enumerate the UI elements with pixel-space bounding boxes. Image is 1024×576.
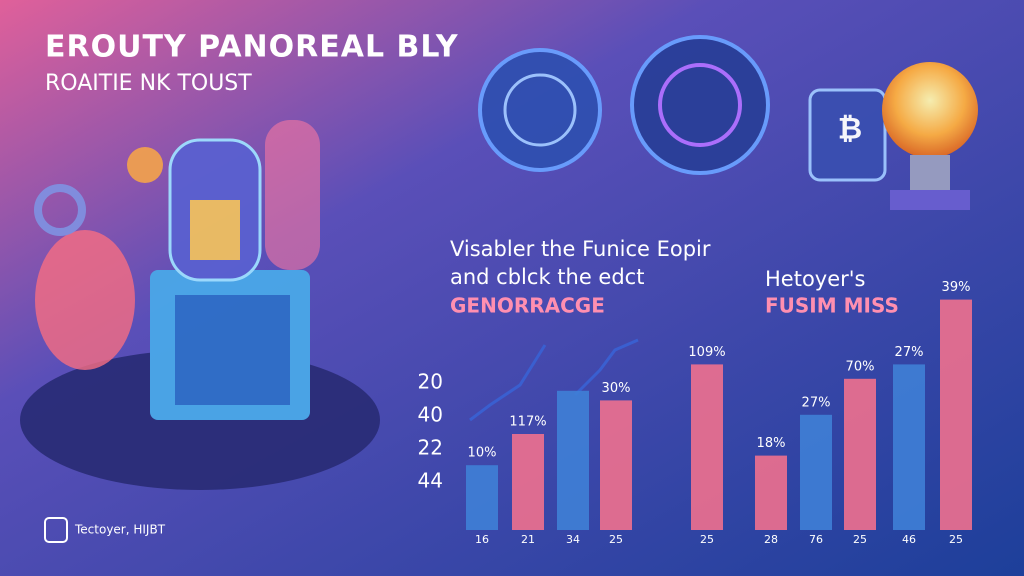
- bar: [557, 390, 589, 530]
- trend-decoration: [469, 338, 639, 422]
- bar-label: 18%: [757, 436, 786, 451]
- x-tick-label: 46: [902, 533, 916, 546]
- illustration: ₿: [20, 35, 978, 490]
- heading-line: Visabler the Funice Eopir: [450, 237, 711, 261]
- axis-text: 20: [418, 370, 443, 394]
- bar-label: 27%: [802, 395, 831, 410]
- bar: [466, 465, 498, 530]
- bar: [800, 414, 832, 530]
- footer: Tectoyer, HIJBT: [74, 523, 166, 537]
- x-tick-label: 25: [853, 533, 867, 546]
- subtitle: ROAITIE NK TOUST: [45, 71, 252, 96]
- bar-label: 70%: [846, 359, 875, 374]
- x-tick-label: 28: [764, 533, 778, 546]
- logo: [44, 517, 68, 543]
- svg-text:₿: ₿: [838, 112, 862, 147]
- title: EROUTY PANOREAL BLY: [45, 30, 459, 65]
- x-tick-label: 25: [609, 533, 623, 546]
- bar-label: 117%: [509, 415, 546, 430]
- bar-label: 27%: [895, 345, 924, 360]
- heading-accent: FUSIM MISS: [765, 294, 899, 318]
- bar: [600, 400, 632, 530]
- x-tick-label: 34: [566, 533, 580, 546]
- x-tick-label: 25: [700, 533, 714, 546]
- bar-label: 30%: [602, 381, 631, 396]
- bar: [940, 299, 972, 530]
- bar: [512, 434, 544, 530]
- bar-label: 10%: [468, 446, 497, 461]
- bar: [893, 364, 925, 530]
- axis-text: 40: [418, 403, 443, 427]
- axis-text: 22: [418, 436, 443, 460]
- bar: [691, 364, 723, 530]
- heading-line: Hetoyer's: [765, 267, 866, 291]
- x-tick-label: 76: [809, 533, 823, 546]
- bar: [755, 455, 787, 530]
- x-tick-label: 25: [949, 533, 963, 546]
- bar: [844, 378, 876, 530]
- heading-line: and cblck the edct: [450, 265, 644, 289]
- bar-label: 39%: [942, 280, 971, 295]
- x-tick-label: 16: [475, 533, 489, 546]
- heading-accent: GENORRACGE: [450, 294, 605, 318]
- bar-label: 109%: [688, 345, 725, 360]
- x-tick-label: 21: [521, 533, 535, 546]
- axis-text: 44: [418, 469, 443, 493]
